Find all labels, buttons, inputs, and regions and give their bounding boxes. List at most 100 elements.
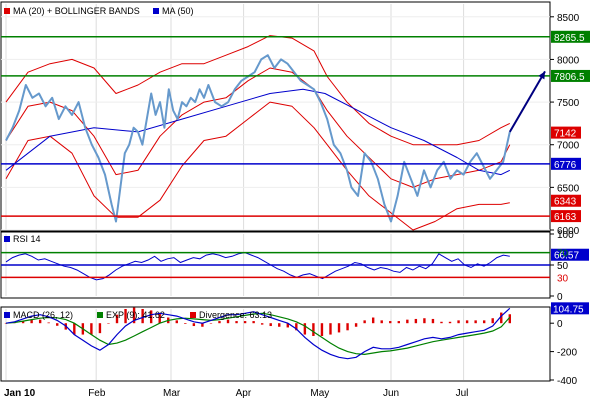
divergence-bar <box>38 319 42 324</box>
divergence-bar <box>320 323 324 336</box>
x-tick-label-jun: Jun <box>383 388 399 399</box>
divergence-bar <box>423 318 426 324</box>
level-badge-8265.5 <box>551 30 590 43</box>
price-legend: MA (20) + BOLLINGER BANDS MA (50) <box>4 6 194 16</box>
divergence-bar <box>363 320 366 324</box>
divergence-bar <box>141 309 144 324</box>
divergence-bar <box>465 320 469 324</box>
divergence-bar <box>90 323 93 335</box>
level-badge-label-7806.5: 7806.5 <box>554 72 585 83</box>
bollinger-upper-band <box>5 35 511 146</box>
divergence-bar <box>243 321 247 324</box>
legend-label-macd: MACD (26, 12) <box>13 310 73 320</box>
divergence-bar <box>47 322 50 324</box>
x-tick-label-feb: Feb <box>88 388 106 399</box>
divergence-bar <box>397 321 400 324</box>
divergence-bar <box>329 323 332 335</box>
divergence-bar <box>260 323 264 325</box>
legend-swatch-rsi <box>4 236 10 242</box>
ma20-line <box>5 67 511 188</box>
divergence-bar <box>192 323 196 327</box>
divergence-bar <box>4 323 8 324</box>
price-marker-6343 <box>551 194 581 207</box>
divergence-bar <box>56 323 59 326</box>
legend-label-exp: EXP (9): 41.62 <box>106 310 165 320</box>
level-badge-label-6776: 6776 <box>554 160 577 171</box>
divergence-bar <box>218 321 221 324</box>
rsi-level-label-30: 30 <box>557 273 569 284</box>
divergence-bar <box>500 312 503 324</box>
legend-label-ma20-bollinger: MA (20) + BOLLINGER BANDS <box>13 6 140 16</box>
divergence-bar <box>337 323 341 333</box>
divergence-bar <box>482 320 486 324</box>
price-marker-label-6343: 6343 <box>554 197 577 208</box>
divergence-bar <box>371 317 375 324</box>
bollinger-lower-band <box>5 101 510 231</box>
divergence-bar <box>21 321 25 324</box>
rsi-marker <box>551 248 589 261</box>
price-y-tick-label: 6000 <box>557 226 580 237</box>
legend-swatch-macd <box>4 312 10 318</box>
macd-legend: MACD (26, 12) EXP (9): 41.62 Divergence:… <box>4 310 272 320</box>
divergence-bar <box>354 323 358 327</box>
macd-line <box>5 307 511 360</box>
divergence-bar <box>457 320 460 324</box>
divergence-bar <box>431 318 435 324</box>
divergence-bar <box>303 323 307 335</box>
divergence-bar <box>312 323 315 336</box>
divergence-bar <box>149 310 153 324</box>
price-y-tick-label: 6500 <box>557 183 580 194</box>
divergence-bar <box>226 319 230 324</box>
legend-swatch-ma50 <box>153 8 159 14</box>
rsi-y-tick-label: 50 <box>557 261 569 272</box>
divergence-bar <box>346 323 349 331</box>
divergence-bar <box>440 321 443 324</box>
divergence-bar <box>380 320 383 324</box>
divergence-bar <box>30 319 33 324</box>
divergence-bar <box>389 321 392 324</box>
legend-label-ma50: MA (50) <box>162 6 194 16</box>
divergence-bar <box>474 320 477 324</box>
macd-marker-label: 104.75 <box>553 304 584 315</box>
macd-marker <box>551 302 589 315</box>
macd-y-tick-label: -200 <box>557 348 577 359</box>
divergence-bar <box>124 309 127 324</box>
divergence-bar <box>132 307 136 324</box>
x-tick-label-may: May <box>310 388 329 399</box>
price-line <box>5 54 511 223</box>
divergence-bar <box>115 314 119 324</box>
divergence-bar <box>158 313 161 324</box>
legend-swatch-exp <box>97 312 103 318</box>
rsi-y-tick-label: 100 <box>557 230 574 241</box>
macd-y-tick-label: -400 <box>557 376 577 387</box>
divergence-bar <box>252 321 255 324</box>
divergence-bar <box>201 323 204 327</box>
legend-label-rsi: RSI 14 <box>13 234 41 244</box>
rsi-level-label-70: 70 <box>557 249 569 260</box>
divergence-bar <box>448 321 452 324</box>
level-badge-6776 <box>551 157 581 170</box>
macd-y-tick-label: 0 <box>557 319 563 330</box>
divergence-bar <box>491 318 494 324</box>
divergence-bar <box>98 323 102 334</box>
price-marker-7142 <box>551 126 581 139</box>
divergence-bar <box>295 323 298 331</box>
price-marker-label-7142: 7142 <box>554 129 577 140</box>
macd-panel-frame <box>0 306 551 382</box>
price-y-tick-label: 7500 <box>557 98 580 109</box>
divergence-bar <box>278 323 281 327</box>
divergence-bar <box>175 320 178 324</box>
x-tick-label-mar: Mar <box>163 388 181 399</box>
rsi-legend: RSI 14 <box>4 234 41 244</box>
rsi-marker-label: 66.57 <box>554 251 579 262</box>
level-badge-6163 <box>551 210 581 223</box>
legend-swatch-ma20 <box>4 8 10 14</box>
divergence-bar <box>508 314 511 324</box>
level-badge-label-6163: 6163 <box>554 212 577 223</box>
divergence-bar <box>209 323 213 324</box>
x-tick-label-jul: Jul <box>456 388 469 399</box>
x-tick-label-jan-10: Jan 10 <box>4 388 36 399</box>
level-badge-label-8265.5: 8265.5 <box>554 33 585 44</box>
price-y-tick-label: 8500 <box>557 13 580 24</box>
